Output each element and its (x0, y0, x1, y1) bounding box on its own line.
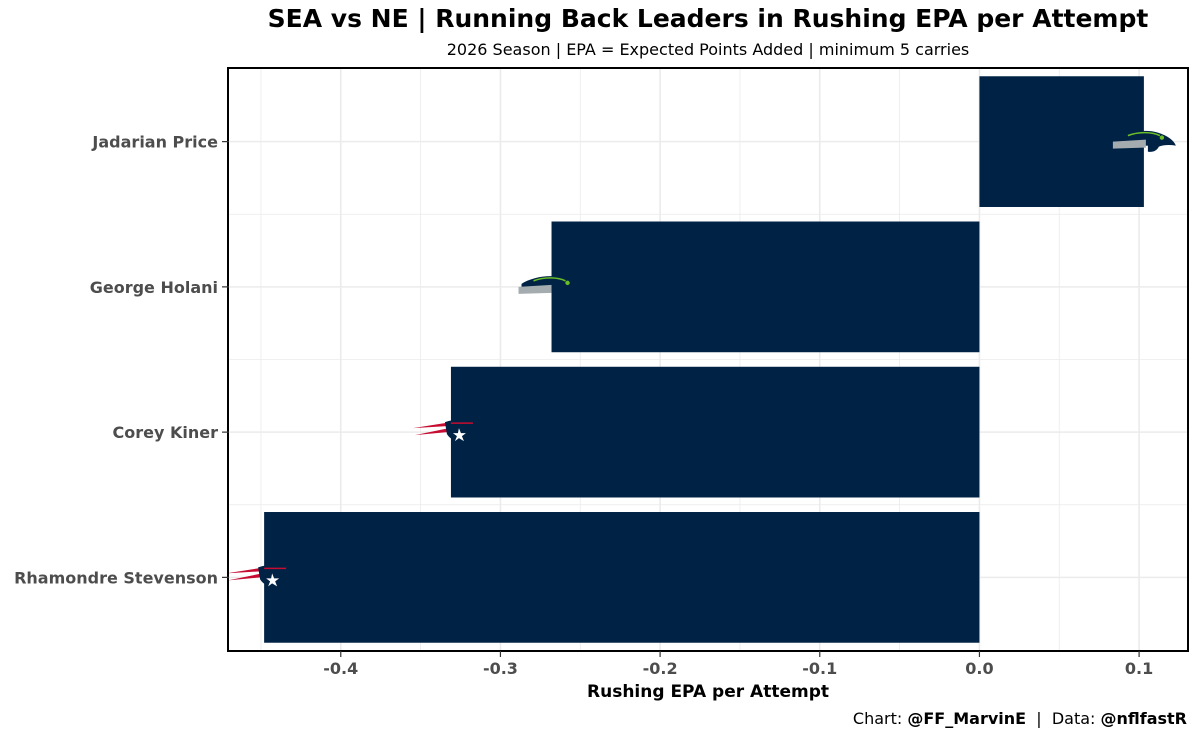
patriots-stripe-shape (414, 428, 449, 436)
chart-caption: Chart: @FF_MarvinE | Data: @nflfastR (853, 709, 1187, 728)
seahawks-grey-shape (518, 284, 552, 294)
seahawks-green-stroke (1127, 131, 1161, 137)
caption-chart-prefix: Chart: (852, 709, 908, 728)
team-logos (226, 130, 1176, 590)
seahawks-logo-icon (518, 276, 582, 298)
x-axis-tick-label: 0.1 (1125, 659, 1153, 678)
caption-chart-handle: @FF_MarvinE (907, 709, 1027, 728)
x-axis-ticks: -0.4 -0.3 -0.2 -0.1 0.0 0.1 (323, 651, 1153, 678)
bar (450, 366, 980, 498)
chart-subtitle: 2026 Season | EPA = Expected Points Adde… (446, 40, 970, 59)
bar (551, 221, 980, 353)
x-axis-tick-label: -0.3 (483, 659, 518, 678)
seahawks-eye-shape (1159, 135, 1165, 140)
caption-data-handle: @nflfastR (1100, 709, 1188, 728)
x-axis-tick-label: -0.2 (643, 659, 678, 678)
patriots-logo-icon (412, 419, 475, 445)
seahawks-green-stroke (533, 277, 566, 282)
seahawks-logo-icon (1112, 130, 1176, 152)
bar (264, 512, 980, 643)
chart-title: SEA vs NE | Running Back Leaders in Rush… (267, 4, 1149, 33)
seahawks-grey-shape (1112, 139, 1146, 149)
patriots-stripe-shape (228, 573, 263, 581)
y-axis-label: George Holani (90, 278, 218, 297)
caption-separator: | Data: (1026, 709, 1101, 728)
x-axis-title: Rushing EPA per Attempt (587, 682, 829, 702)
y-axis-label: Rhamondre Stevenson (14, 568, 218, 587)
x-axis-tick-label: -0.1 (802, 659, 837, 678)
patriots-stripe-shape (226, 567, 265, 574)
seahawks-eye-shape (565, 280, 570, 286)
patriots-stripe-shape (412, 422, 451, 429)
patriots-star-shape (452, 428, 466, 442)
y-axis-label: Jadarian Price (91, 133, 218, 152)
x-axis-tick-label: -0.4 (323, 659, 358, 678)
y-axis-label: Corey Kiner (113, 423, 219, 442)
panel-border (227, 67, 1189, 652)
patriots-star-shape (266, 573, 280, 587)
y-axis-labels: Jadarian Price George Holani Corey Kiner Rh… (14, 133, 229, 587)
x-axis-tick-label: 0.0 (965, 659, 993, 678)
patriots-logo-icon (226, 564, 289, 590)
